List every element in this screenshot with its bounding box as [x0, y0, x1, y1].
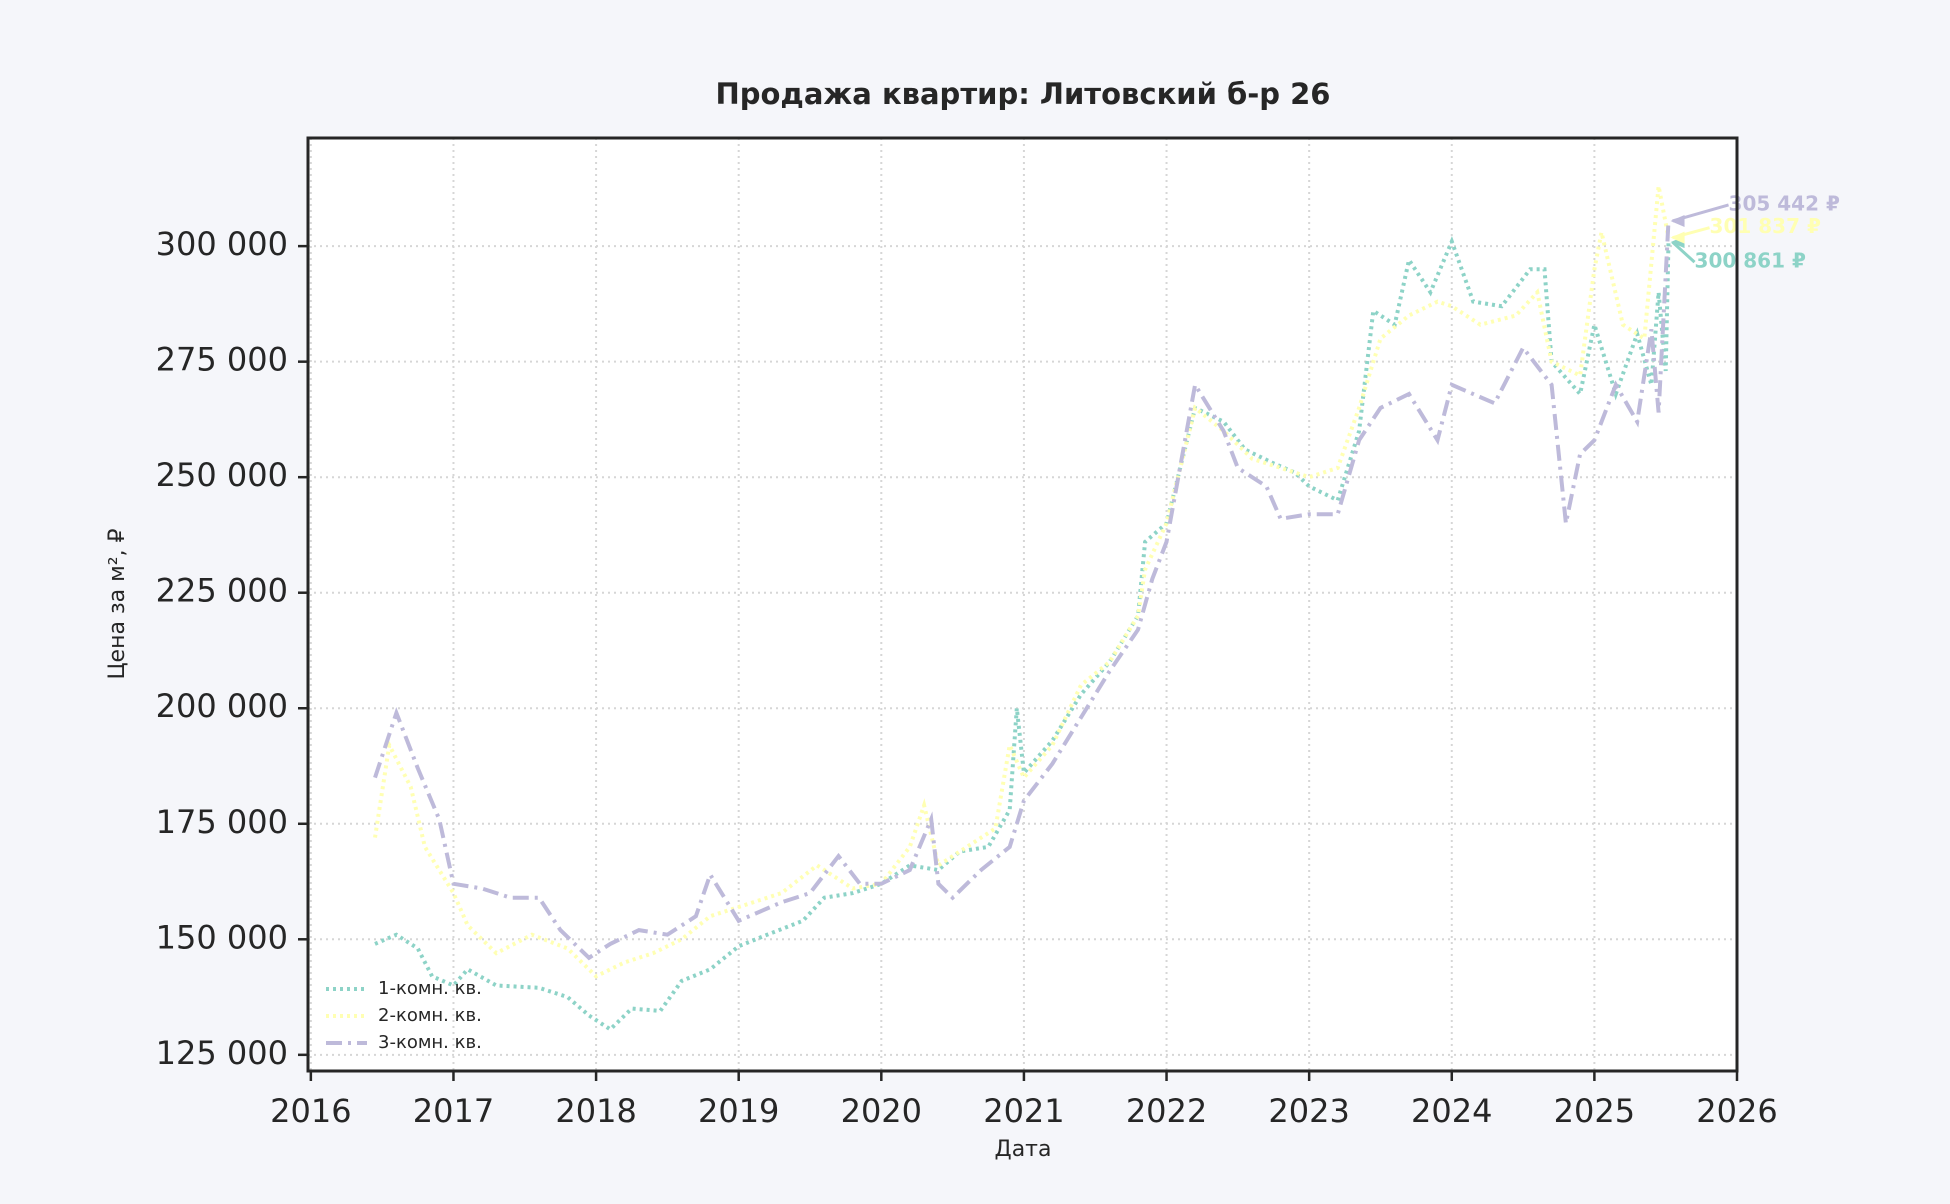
annotation-arrowhead: [1670, 214, 1685, 227]
annotation-arrow: [1671, 241, 1696, 264]
y-tick-label: 250 000: [156, 456, 288, 494]
end-label: 305 442 ₽: [1729, 191, 1840, 215]
end-label: 300 861 ₽: [1695, 249, 1806, 273]
plot-area: [308, 138, 1737, 1071]
x-axis-label: Дата: [995, 1137, 1052, 1162]
x-tick-label: 2024: [1411, 1092, 1492, 1130]
y-tick-label: 200 000: [156, 687, 288, 725]
y-tick-label: 150 000: [156, 918, 288, 956]
y-tick-label: 125 000: [156, 1034, 288, 1072]
legend-label: 1-комн. кв.: [378, 978, 482, 999]
x-tick-label: 2016: [270, 1092, 351, 1130]
y-axis-label: Цена за м², ₽: [105, 528, 130, 679]
plot-frame: [306, 136, 1739, 1073]
series-line: [373, 220, 1671, 961]
x-tick-label: 2020: [841, 1092, 922, 1130]
x-tick-label: 2019: [698, 1092, 779, 1130]
series-line: [374, 235, 1671, 1032]
x-tick-label: 2022: [1126, 1092, 1207, 1130]
legend-label: 3-комн. кв.: [378, 1032, 482, 1053]
annotation-arrowhead: [1670, 231, 1685, 244]
y-tick-label: 225 000: [156, 572, 288, 610]
x-tick-label: 2018: [555, 1092, 636, 1130]
x-tick-label: 2026: [1696, 1092, 1777, 1130]
y-tick-label: 175 000: [156, 803, 288, 841]
end-label: 301 837 ₽: [1710, 214, 1821, 238]
x-tick-label: 2017: [413, 1092, 494, 1130]
x-tick-label: 2025: [1554, 1092, 1635, 1130]
x-tick-label: 2021: [983, 1092, 1064, 1130]
chart-title: Продажа квартир: Литовский б-р 26: [715, 77, 1330, 111]
y-tick-label: 300 000: [156, 225, 288, 263]
series-line: [373, 185, 1671, 979]
x-tick-label: 2023: [1268, 1092, 1349, 1130]
y-tick-label: 275 000: [156, 341, 288, 379]
legend-label: 2-комн. кв.: [378, 1005, 482, 1026]
